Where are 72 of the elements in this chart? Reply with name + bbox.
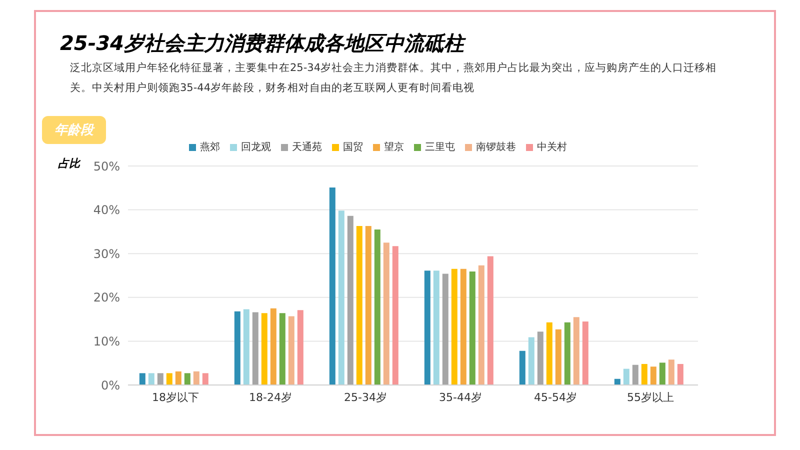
bar [148,373,154,385]
bar [234,311,240,385]
x-tick-label: 55岁以上 [627,390,674,404]
bar [424,270,430,385]
bar [193,371,200,385]
bar [537,332,544,385]
bar [166,373,172,385]
bar [564,322,570,385]
legend-label: 天通苑 [292,142,322,153]
bar [175,371,182,385]
bar [528,337,534,385]
bar [279,313,286,385]
x-tick-label: 18岁以下 [152,390,199,404]
bar [202,373,208,385]
bar [677,364,684,385]
x-tick-label: 35-44岁 [439,390,482,404]
bar [641,364,648,385]
y-tick-label: 20% [93,290,120,305]
y-axis-title: 占比 [58,156,80,171]
bar [668,360,674,385]
bar [433,270,440,385]
legend-label: 三里屯 [425,142,455,153]
bar [383,242,390,385]
x-tick-label: 25-34岁 [344,390,387,404]
legend-label: 国贸 [343,142,363,153]
bar [478,265,484,385]
x-tick-label: 45-54岁 [534,390,577,404]
bar [356,226,362,385]
bar [519,350,526,385]
bar [392,246,398,385]
x-axis-title: 年龄段 [42,116,106,144]
y-tick-label: 10% [93,334,120,348]
bar [374,230,380,385]
y-tick-label: 50% [93,159,120,174]
bar [582,321,588,385]
y-tick-label: 40% [93,203,120,218]
bar [329,187,336,385]
bar [243,309,250,385]
bar [573,317,580,385]
legend-label: 望京 [384,142,404,153]
bar [546,322,552,385]
bar [338,210,344,385]
bar [270,308,276,385]
x-tick-label: 18-24岁 [249,390,292,404]
bar [442,274,448,385]
legend-label: 燕郊 [200,142,220,153]
bar [139,373,146,385]
bar [460,268,466,385]
bar [261,313,268,385]
bar [157,373,164,385]
bar [184,373,190,385]
bar [555,329,562,385]
bar [347,216,354,385]
bar [614,378,620,385]
bar [288,316,294,385]
bar [252,312,258,385]
chart-subtitle: 泛北京区域用户年轻化特征显著，主要集中在25-34岁社会主力消费群体。其中，燕郊用户占比最为突出，应与购房产生的人口迁移相关。中关村用户则领跑35-44岁年龄段，财务相对自由的老互联网人更有时间看电视 [70,61,718,96]
bar [469,272,476,385]
legend-label: 南锣鼓巷 [476,142,516,153]
bar [297,310,304,385]
y-tick-label: 30% [93,246,120,261]
bar [659,362,666,385]
legend-label: 回龙观 [241,142,271,153]
bar [623,368,630,385]
bar [451,268,458,385]
bar [365,226,372,385]
y-tick-label: 0% [100,378,120,392]
bar [650,366,656,385]
chart-title: 25-34岁社会主力消费群体成各地区中流砥柱 [60,30,464,57]
bar [632,364,638,385]
bar [487,256,494,385]
legend-label: 中关村 [537,142,567,153]
